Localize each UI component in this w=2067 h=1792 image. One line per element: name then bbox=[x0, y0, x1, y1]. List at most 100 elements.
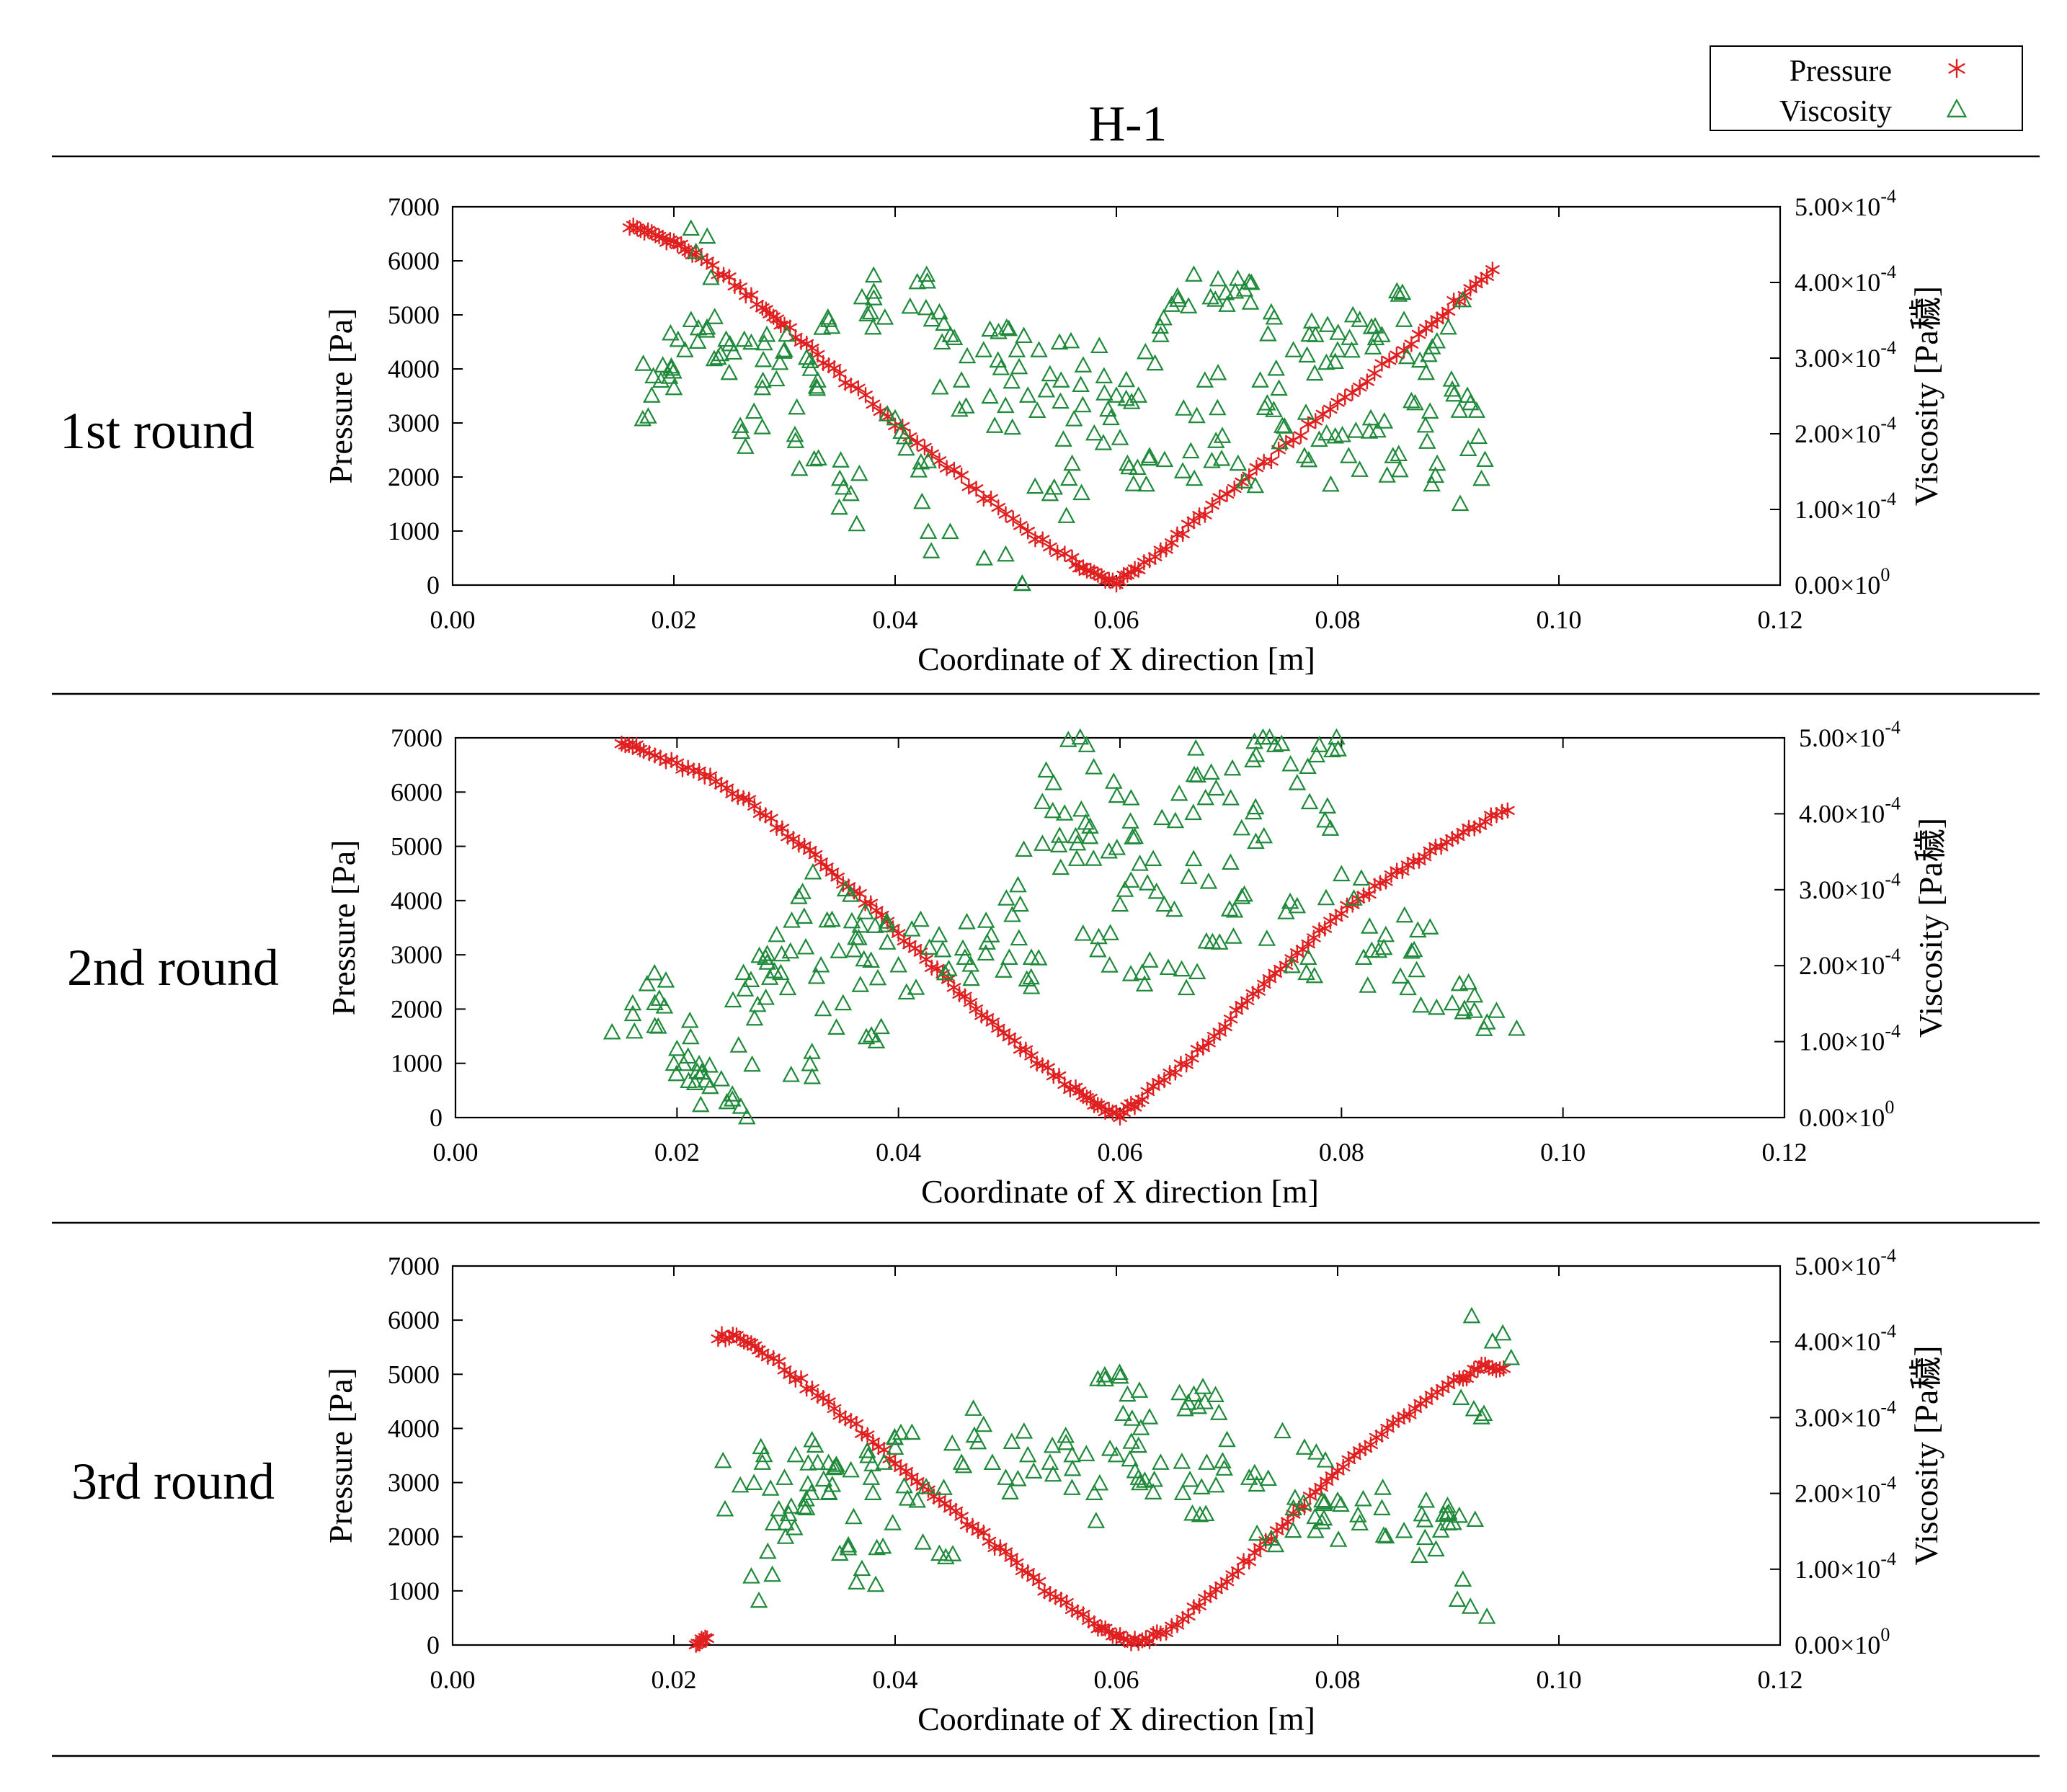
y-tick-label-right: 4.00×10-4 bbox=[1795, 1321, 1896, 1356]
viscosity-point bbox=[814, 999, 832, 1017]
viscosity-point bbox=[912, 453, 930, 470]
viscosity-point bbox=[1144, 1483, 1163, 1499]
pressure-point bbox=[1205, 496, 1219, 514]
pressure-point-stroke bbox=[1249, 463, 1264, 473]
viscosity-point bbox=[1297, 404, 1315, 420]
pressure-point bbox=[992, 1539, 1008, 1556]
viscosity-point bbox=[809, 449, 827, 465]
pressure-point bbox=[1021, 1564, 1036, 1581]
viscosity-point bbox=[1359, 976, 1377, 993]
viscosity-point bbox=[1295, 447, 1314, 463]
y-tick-label-left: 3000 bbox=[388, 1468, 440, 1497]
viscosity-point bbox=[1191, 1505, 1209, 1523]
viscosity-point bbox=[922, 542, 941, 558]
pressure-point-stroke bbox=[1292, 1504, 1307, 1513]
y-tick-right-exponent: -4 bbox=[1885, 1021, 1901, 1042]
viscosity-point bbox=[1267, 359, 1286, 376]
viscosity-point bbox=[744, 402, 763, 419]
viscosity-point bbox=[923, 310, 941, 327]
pressure-point bbox=[799, 1381, 814, 1397]
pressure-point-stroke bbox=[744, 290, 759, 300]
viscosity-point bbox=[855, 950, 874, 967]
viscosity-point bbox=[1063, 1459, 1082, 1476]
viscosity-point bbox=[1477, 1607, 1496, 1624]
pressure-point-stroke bbox=[1113, 576, 1127, 587]
viscosity-point bbox=[1063, 454, 1081, 471]
pressure-point bbox=[1406, 853, 1421, 870]
pressure-point bbox=[1404, 336, 1419, 352]
viscosity-point bbox=[1209, 398, 1227, 416]
viscosity-point bbox=[1377, 925, 1395, 942]
viscosity-point bbox=[1224, 927, 1243, 944]
pressure-point-stroke bbox=[1131, 565, 1146, 574]
pressure-point-stroke bbox=[824, 868, 840, 877]
y-tick-label-left: 4000 bbox=[388, 1414, 440, 1443]
viscosity-point bbox=[1059, 469, 1078, 486]
y-axis-label-left: Pressure [Pa] bbox=[322, 1368, 359, 1543]
pressure-point-stroke bbox=[1186, 516, 1201, 526]
viscosity-point bbox=[1399, 979, 1417, 996]
x-axis-label: Coordinate of X direction [m] bbox=[917, 641, 1315, 677]
pressure-point-stroke bbox=[1411, 329, 1426, 339]
viscosity-point bbox=[1247, 832, 1265, 850]
y-tick-label-left: 4000 bbox=[388, 355, 440, 383]
viscosity-point bbox=[1235, 472, 1253, 489]
pressure-point-stroke bbox=[1235, 1001, 1249, 1010]
row-label-1: 1st round bbox=[60, 402, 254, 460]
pressure-point bbox=[1013, 517, 1028, 534]
viscosity-point bbox=[805, 450, 823, 467]
x-tick-label: 0.00 bbox=[433, 1138, 479, 1167]
viscosity-point bbox=[1421, 918, 1439, 935]
viscosity-point bbox=[1072, 483, 1090, 501]
viscosity-point bbox=[842, 1461, 860, 1478]
y-tick-right-exponent: 0 bbox=[1880, 1624, 1890, 1645]
viscosity-point bbox=[1387, 282, 1406, 299]
pressure-point bbox=[963, 994, 978, 1011]
viscosity-point bbox=[1018, 970, 1036, 987]
viscosity-point bbox=[775, 342, 793, 359]
y-tick-right-mantissa: 4.00×10 bbox=[1799, 799, 1885, 828]
y-tick-label-left: 6000 bbox=[388, 246, 440, 275]
viscosity-point bbox=[1111, 1363, 1129, 1380]
pressure-point-stroke bbox=[1279, 438, 1294, 447]
viscosity-point bbox=[1313, 1491, 1331, 1508]
pressure-point-stroke bbox=[1230, 1566, 1245, 1576]
pressure-point-stroke bbox=[1179, 1060, 1194, 1069]
viscosity-point bbox=[1222, 853, 1240, 870]
pressure-point bbox=[1219, 486, 1235, 502]
pressure-point bbox=[1249, 459, 1264, 476]
viscosity-point bbox=[668, 1039, 686, 1056]
viscosity-point bbox=[958, 347, 977, 364]
viscosity-point bbox=[1258, 930, 1276, 946]
viscosity-point bbox=[799, 1454, 817, 1471]
pressure-point-stroke bbox=[1478, 817, 1493, 826]
viscosity-point bbox=[863, 1455, 881, 1471]
viscosity-point bbox=[1151, 317, 1170, 334]
pressure-point bbox=[819, 859, 834, 875]
pressure-point-stroke bbox=[919, 955, 933, 964]
viscosity-point bbox=[1209, 363, 1227, 380]
viscosity-point bbox=[1165, 900, 1183, 917]
viscosity-point bbox=[997, 1468, 1015, 1485]
viscosity-point bbox=[1415, 1528, 1434, 1546]
viscosity-point bbox=[834, 478, 853, 495]
viscosity-point bbox=[768, 925, 786, 942]
viscosity-point bbox=[1316, 811, 1334, 828]
viscosity-point bbox=[1095, 384, 1113, 401]
viscosity-point bbox=[1052, 371, 1070, 388]
pressure-point-stroke bbox=[1264, 456, 1279, 466]
pressure-point bbox=[1480, 268, 1495, 285]
viscosity-point bbox=[945, 329, 964, 345]
pressure-point-stroke bbox=[1302, 1492, 1317, 1501]
viscosity-point bbox=[1395, 1521, 1413, 1538]
pressure-point bbox=[910, 1474, 925, 1490]
viscosity-point bbox=[1476, 450, 1494, 467]
viscosity-point bbox=[1052, 858, 1070, 875]
viscosity-point bbox=[785, 1518, 804, 1535]
viscosity-point bbox=[1302, 312, 1321, 329]
row-label-2: 2nd round bbox=[67, 939, 279, 997]
pressure-point-stroke bbox=[1325, 1471, 1340, 1481]
pressure-point-stroke bbox=[675, 765, 690, 774]
viscosity-point bbox=[1307, 1521, 1325, 1538]
pressure-point-stroke bbox=[1356, 891, 1371, 900]
